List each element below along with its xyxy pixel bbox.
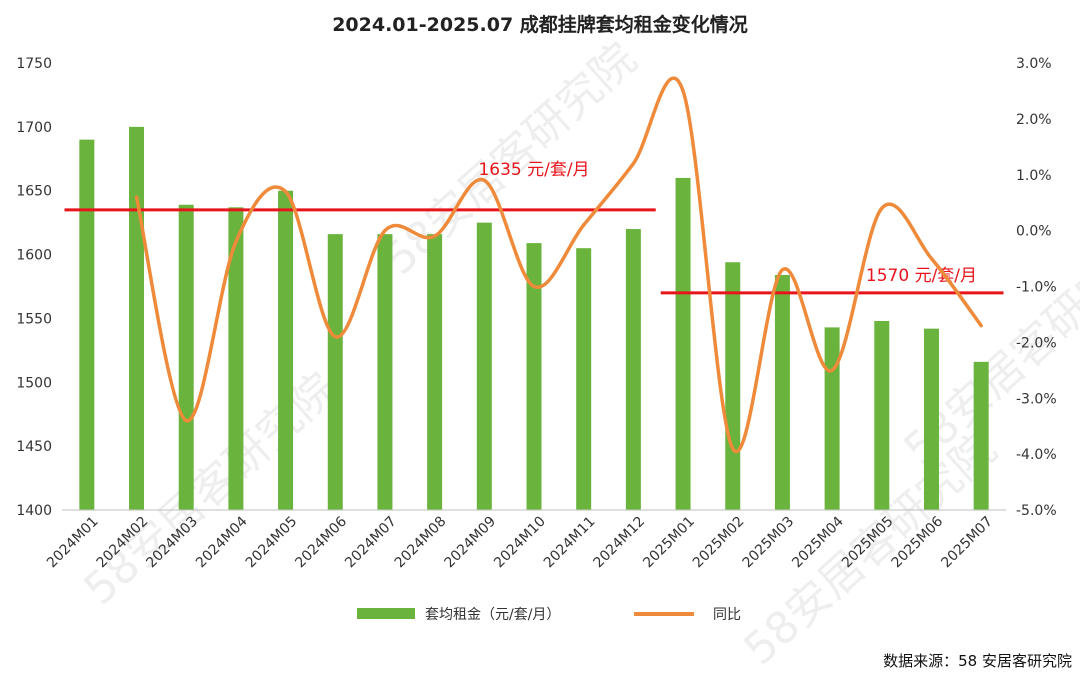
rent-bar: [725, 262, 741, 510]
rent-bar: [675, 177, 691, 510]
yoy-series-line: [134, 76, 983, 454]
rent-bar: [377, 234, 393, 510]
y-left-tick-label: 1600: [16, 248, 52, 264]
x-tick-label: 2024M12: [591, 514, 649, 572]
y-right-tick-label: -2.0%: [1016, 335, 1057, 351]
y-left-tick-label: 1400: [16, 503, 52, 519]
x-tick-label: 2024M05: [243, 514, 301, 572]
y-right-tick-label: -3.0%: [1016, 391, 1057, 407]
y-right-tick-label: 3.0%: [1016, 56, 1052, 72]
rent-bar: [973, 361, 989, 510]
rent-bar: [327, 234, 343, 510]
y-right-tick-label: -4.0%: [1016, 447, 1057, 463]
x-tick-label: 2024M09: [441, 514, 499, 572]
legend-label-yoy: 同比: [713, 607, 741, 623]
x-tick-label: 2025M03: [740, 514, 798, 572]
y-left-tick-label: 1700: [16, 120, 52, 136]
left-y-axis: 1750 1700 1650 1600 1550 1500 1450 1400: [16, 56, 52, 519]
rent-bar: [923, 328, 939, 510]
x-tick-label: 2025M02: [690, 514, 748, 572]
rent-bar: [129, 126, 145, 510]
y-left-tick-label: 1750: [16, 56, 52, 72]
rent-bar: [278, 190, 294, 510]
rent-bar: [774, 275, 790, 510]
x-tick-label: 2024M07: [342, 514, 400, 572]
x-tick-label: 2025M07: [938, 514, 996, 572]
x-tick-label: 2025M01: [640, 514, 698, 572]
rent-bar: [427, 234, 443, 510]
y-left-tick-label: 1500: [16, 375, 52, 391]
y-right-tick-label: -1.0%: [1016, 280, 1057, 296]
watermark-text: 58安居客研究院: [74, 363, 346, 615]
rent-bar: [178, 204, 194, 510]
rent-bar: [476, 222, 492, 510]
y-right-tick-label: 1.0%: [1016, 168, 1052, 184]
y-right-tick-label: 0.0%: [1016, 224, 1052, 240]
rent-bar: [526, 243, 542, 510]
y-left-tick-label: 1550: [16, 311, 52, 327]
rent-bars: [79, 126, 989, 510]
x-tick-label: 2024M10: [491, 514, 549, 572]
reference-line-label: 1635 元/套/月: [478, 160, 589, 180]
reference-lines: 1635 元/套/月 1570 元/套/月: [64, 160, 1004, 295]
rent-bar: [79, 139, 95, 510]
rent-bar: [625, 229, 641, 510]
y-right-tick-label: 2.0%: [1016, 112, 1052, 128]
yoy-line: [134, 76, 983, 454]
rent-bar: [228, 207, 244, 510]
x-tick-label: 2024M06: [292, 513, 350, 571]
legend: 套均租金（元/套/月） 同比: [357, 607, 741, 623]
y-left-tick-label: 1450: [16, 439, 52, 455]
chart-title: 2024.01-2025.07 成都挂牌套均租金变化情况: [332, 13, 748, 36]
rent-bar: [576, 248, 592, 510]
rent-bar: [824, 327, 840, 510]
y-right-tick-label: -5.0%: [1016, 503, 1057, 519]
reference-line-label: 1570 元/套/月: [866, 266, 977, 286]
x-tick-label: 2024M11: [541, 514, 599, 572]
legend-swatch-rent: [357, 608, 415, 619]
legend-label-rent: 套均租金（元/套/月）: [425, 607, 560, 623]
rent-bar: [874, 320, 890, 510]
right-y-axis: 3.0% 2.0% 1.0% 0.0% -1.0% -2.0% -3.0% -4.0% -5.0…: [1016, 56, 1057, 519]
y-left-tick-label: 1650: [16, 184, 52, 200]
x-tick-label: 2024M08: [392, 514, 450, 572]
data-source: 数据来源：58 安居客研究院: [883, 652, 1072, 670]
